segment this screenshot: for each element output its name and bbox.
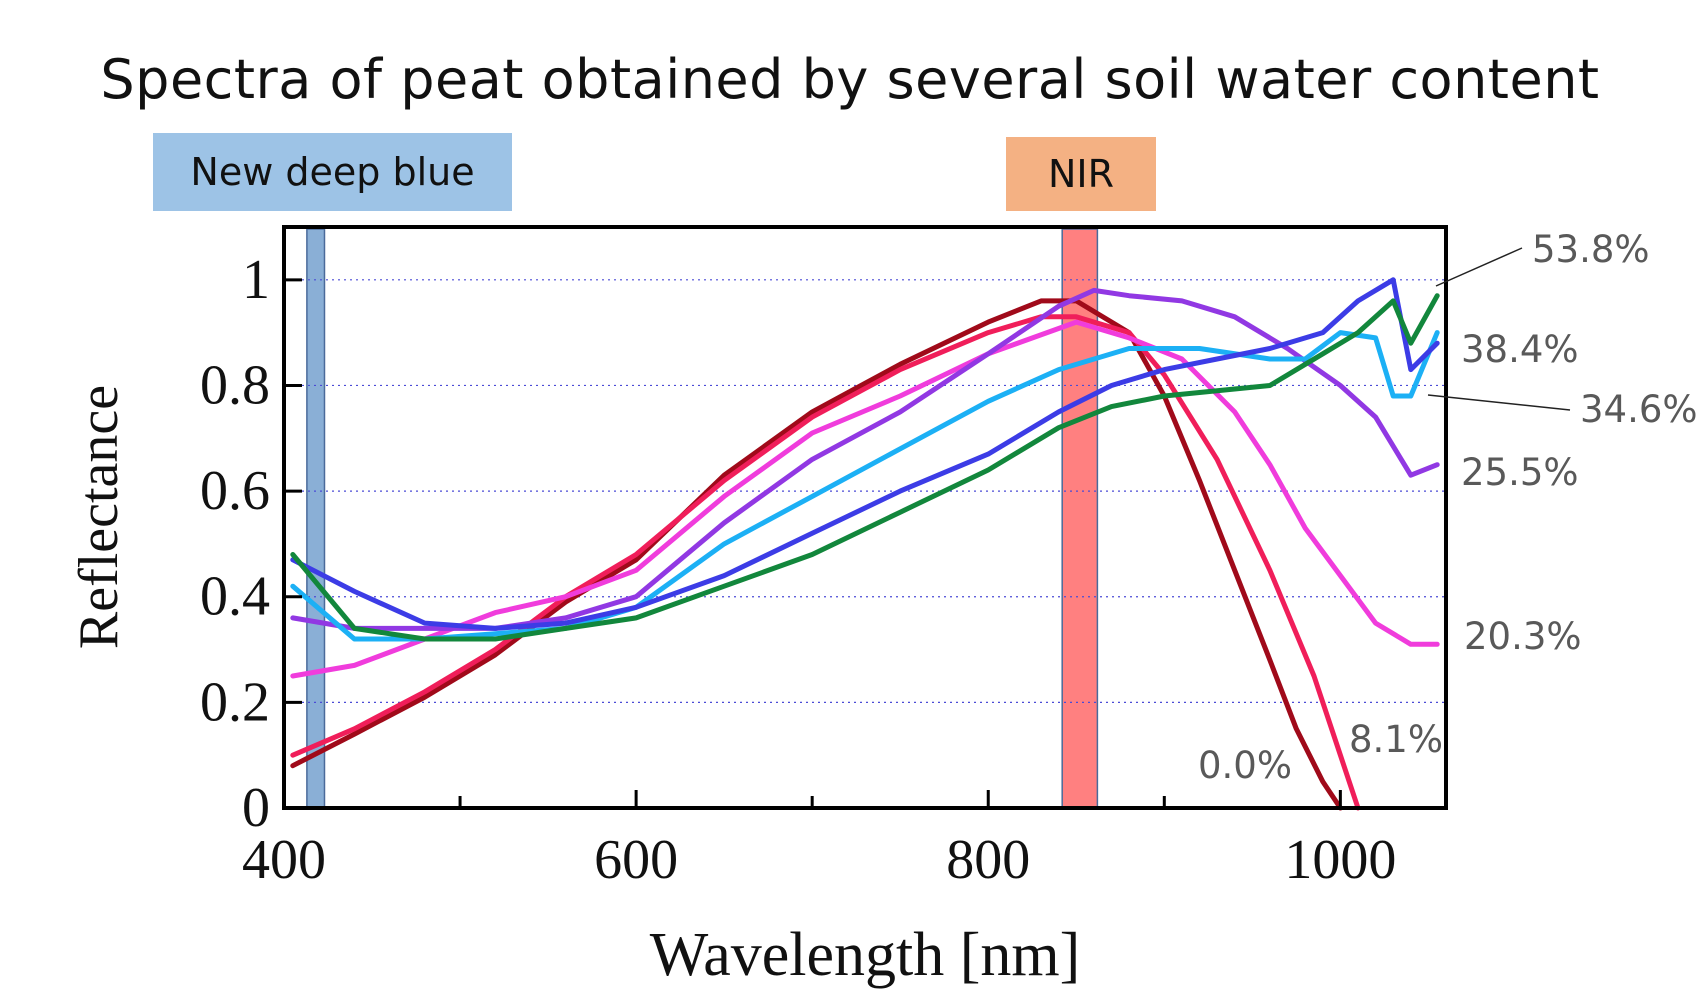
x-tick-label: 800 bbox=[946, 829, 1030, 891]
leader-53-8 bbox=[1435, 247, 1523, 287]
label-53-8: 53.8% bbox=[1532, 228, 1650, 271]
x-tick-label: 400 bbox=[242, 829, 326, 891]
label-25-5: 25.5% bbox=[1461, 451, 1579, 494]
chart-title: Spectra of peat obtained by several soil… bbox=[100, 48, 1600, 111]
deep-blue-band-label: New deep blue bbox=[153, 133, 512, 211]
series-line-20-3 bbox=[290, 319, 1440, 679]
series-line-8-1 bbox=[290, 314, 1361, 811]
blue-band-rect bbox=[306, 228, 326, 809]
ticks-layer: 400 600 800 1000 0 0.2 0.4 0.6 0.8 1 bbox=[200, 249, 1396, 891]
x-tick-label: 600 bbox=[594, 829, 678, 891]
y-tick-label: 0 bbox=[242, 777, 270, 839]
series-line-53-8 bbox=[290, 293, 1440, 642]
series-line-38-4 bbox=[290, 277, 1440, 631]
y-tick-label: 1 bbox=[242, 249, 270, 311]
y-axis-label: Reflectance bbox=[68, 385, 130, 649]
nir-band-label: NIR bbox=[1006, 137, 1156, 211]
series-labels-layer: 53.8% 38.4% 34.6% 25.5% 20.3% 8.1% 0.0% bbox=[1198, 228, 1698, 787]
label-34-6: 34.6% bbox=[1580, 388, 1698, 431]
label-20-3: 20.3% bbox=[1464, 615, 1582, 658]
label-8-1: 8.1% bbox=[1349, 718, 1443, 761]
bands-layer bbox=[306, 228, 1099, 809]
y-tick-label: 0.2 bbox=[200, 671, 270, 733]
y-tick-label: 0.4 bbox=[200, 566, 270, 628]
x-tick-label: 1000 bbox=[1284, 829, 1396, 891]
label-38-4: 38.4% bbox=[1461, 328, 1579, 371]
y-tick-label: 0.8 bbox=[200, 354, 270, 416]
leader-34-6 bbox=[1427, 394, 1571, 411]
plot-frame bbox=[282, 225, 1448, 810]
x-axis-label: Wavelength [nm] bbox=[650, 921, 1081, 989]
label-0-0: 0.0% bbox=[1198, 744, 1292, 787]
series-line-34-6 bbox=[290, 330, 1440, 642]
series-layer bbox=[290, 277, 1440, 811]
grid-layer bbox=[284, 279, 1446, 703]
y-tick-label: 0.6 bbox=[200, 460, 270, 522]
series-line-0-0 bbox=[290, 298, 1343, 811]
